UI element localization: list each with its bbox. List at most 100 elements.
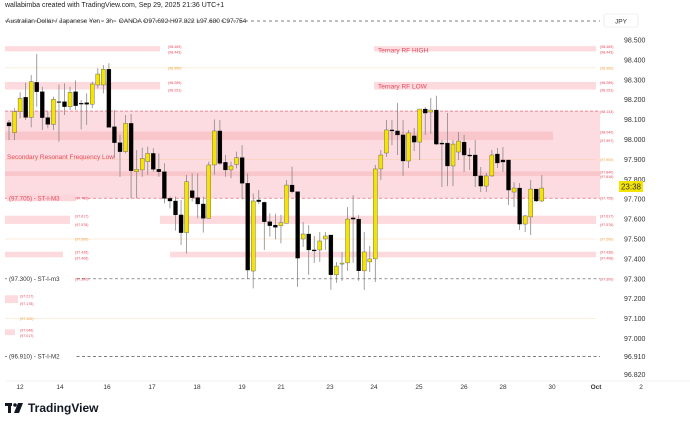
candle[interactable] xyxy=(167,196,173,209)
candle[interactable] xyxy=(539,175,544,202)
candle[interactable] xyxy=(40,86,45,130)
candle[interactable] xyxy=(134,150,139,199)
candle[interactable] xyxy=(228,161,234,179)
candle[interactable] xyxy=(29,75,34,128)
candle[interactable] xyxy=(400,119,406,176)
candle[interactable] xyxy=(73,80,78,111)
candle[interactable] xyxy=(522,214,528,233)
candle[interactable] xyxy=(239,145,245,200)
candle[interactable] xyxy=(12,108,17,141)
candle[interactable] xyxy=(106,63,112,128)
candle[interactable] xyxy=(406,129,411,168)
symbol-legend[interactable]: Australian Dollar / Japanese Yen · 3h · … xyxy=(6,18,247,25)
candle[interactable] xyxy=(445,113,450,187)
candle[interactable] xyxy=(67,86,73,111)
candle[interactable] xyxy=(95,68,101,89)
candle[interactable] xyxy=(62,83,67,116)
candle[interactable] xyxy=(334,262,339,283)
candle[interactable] xyxy=(223,155,228,177)
candle[interactable] xyxy=(162,163,167,204)
candle[interactable] xyxy=(428,97,433,134)
candle[interactable] xyxy=(267,213,273,237)
candle[interactable] xyxy=(306,225,311,275)
candle[interactable] xyxy=(184,174,189,254)
currency-box[interactable] xyxy=(603,13,639,28)
candle[interactable] xyxy=(51,96,56,130)
candle[interactable] xyxy=(489,150,495,177)
candle[interactable] xyxy=(323,232,328,250)
candle[interactable] xyxy=(84,93,89,125)
candle[interactable] xyxy=(384,119,389,158)
candle[interactable] xyxy=(317,232,322,262)
candle[interactable] xyxy=(534,188,539,202)
candle[interactable] xyxy=(234,151,239,169)
candle[interactable] xyxy=(473,140,478,188)
candle[interactable] xyxy=(312,236,317,263)
candle[interactable] xyxy=(262,201,267,250)
price-axis[interactable]: JPY 98.500 98.400 98.300 98.200 98.100 98.000… xyxy=(603,13,646,379)
candle[interactable] xyxy=(189,173,195,202)
candle[interactable] xyxy=(128,114,134,199)
candle[interactable] xyxy=(378,150,384,181)
candle[interactable] xyxy=(362,232,367,290)
candle[interactable] xyxy=(495,148,500,168)
candle[interactable] xyxy=(178,199,184,245)
candle[interactable] xyxy=(173,196,178,231)
candle[interactable] xyxy=(212,119,217,175)
candle[interactable] xyxy=(289,166,295,194)
candle[interactable] xyxy=(517,183,522,231)
candle[interactable] xyxy=(484,172,489,193)
candle[interactable] xyxy=(156,153,162,177)
candle[interactable] xyxy=(6,119,12,141)
candle[interactable] xyxy=(101,65,106,94)
candle[interactable] xyxy=(373,164,378,282)
candle[interactable] xyxy=(90,81,95,109)
candle[interactable] xyxy=(34,53,39,107)
candle[interactable] xyxy=(500,147,506,172)
candle[interactable] xyxy=(201,196,206,233)
candle[interactable] xyxy=(467,148,472,170)
candle[interactable] xyxy=(123,115,128,154)
candle[interactable] xyxy=(345,207,350,271)
candle[interactable] xyxy=(528,180,533,236)
candle[interactable] xyxy=(112,110,117,159)
candle[interactable] xyxy=(478,166,483,193)
candle[interactable] xyxy=(395,103,400,156)
candle[interactable] xyxy=(151,148,156,172)
candle[interactable] xyxy=(511,182,517,207)
candle[interactable] xyxy=(423,107,428,135)
candle[interactable] xyxy=(145,146,150,175)
candle[interactable] xyxy=(79,100,84,130)
candle[interactable] xyxy=(367,245,372,273)
candle[interactable] xyxy=(278,214,284,244)
candle[interactable] xyxy=(250,193,256,289)
candle[interactable] xyxy=(339,251,345,281)
candle[interactable] xyxy=(389,119,395,146)
candle[interactable] xyxy=(139,147,145,177)
candle[interactable] xyxy=(295,191,300,287)
candle[interactable] xyxy=(45,111,50,129)
candle[interactable] xyxy=(245,173,250,279)
tradingview-logo[interactable]: TradingView xyxy=(5,401,98,415)
candle[interactable] xyxy=(117,134,123,177)
candle[interactable] xyxy=(23,82,28,120)
candle[interactable] xyxy=(439,140,445,188)
candle[interactable] xyxy=(300,222,306,247)
candle[interactable] xyxy=(356,215,361,281)
candle[interactable] xyxy=(195,173,200,219)
candle[interactable] xyxy=(17,92,23,119)
candle[interactable] xyxy=(434,95,439,146)
time-axis[interactable]: 12 14 16 17 18 19 21 23 24 25 26 28 30 Oct 2 xyxy=(16,384,643,391)
candle[interactable] xyxy=(461,134,467,172)
candle[interactable] xyxy=(206,161,212,219)
candle[interactable] xyxy=(273,213,278,240)
candle[interactable] xyxy=(506,159,511,205)
candle[interactable] xyxy=(256,190,261,204)
candle[interactable] xyxy=(456,131,461,160)
candle[interactable] xyxy=(450,140,456,187)
candle[interactable] xyxy=(284,180,289,224)
candle[interactable] xyxy=(417,108,422,160)
candle[interactable] xyxy=(56,84,62,142)
candle[interactable] xyxy=(328,234,334,290)
